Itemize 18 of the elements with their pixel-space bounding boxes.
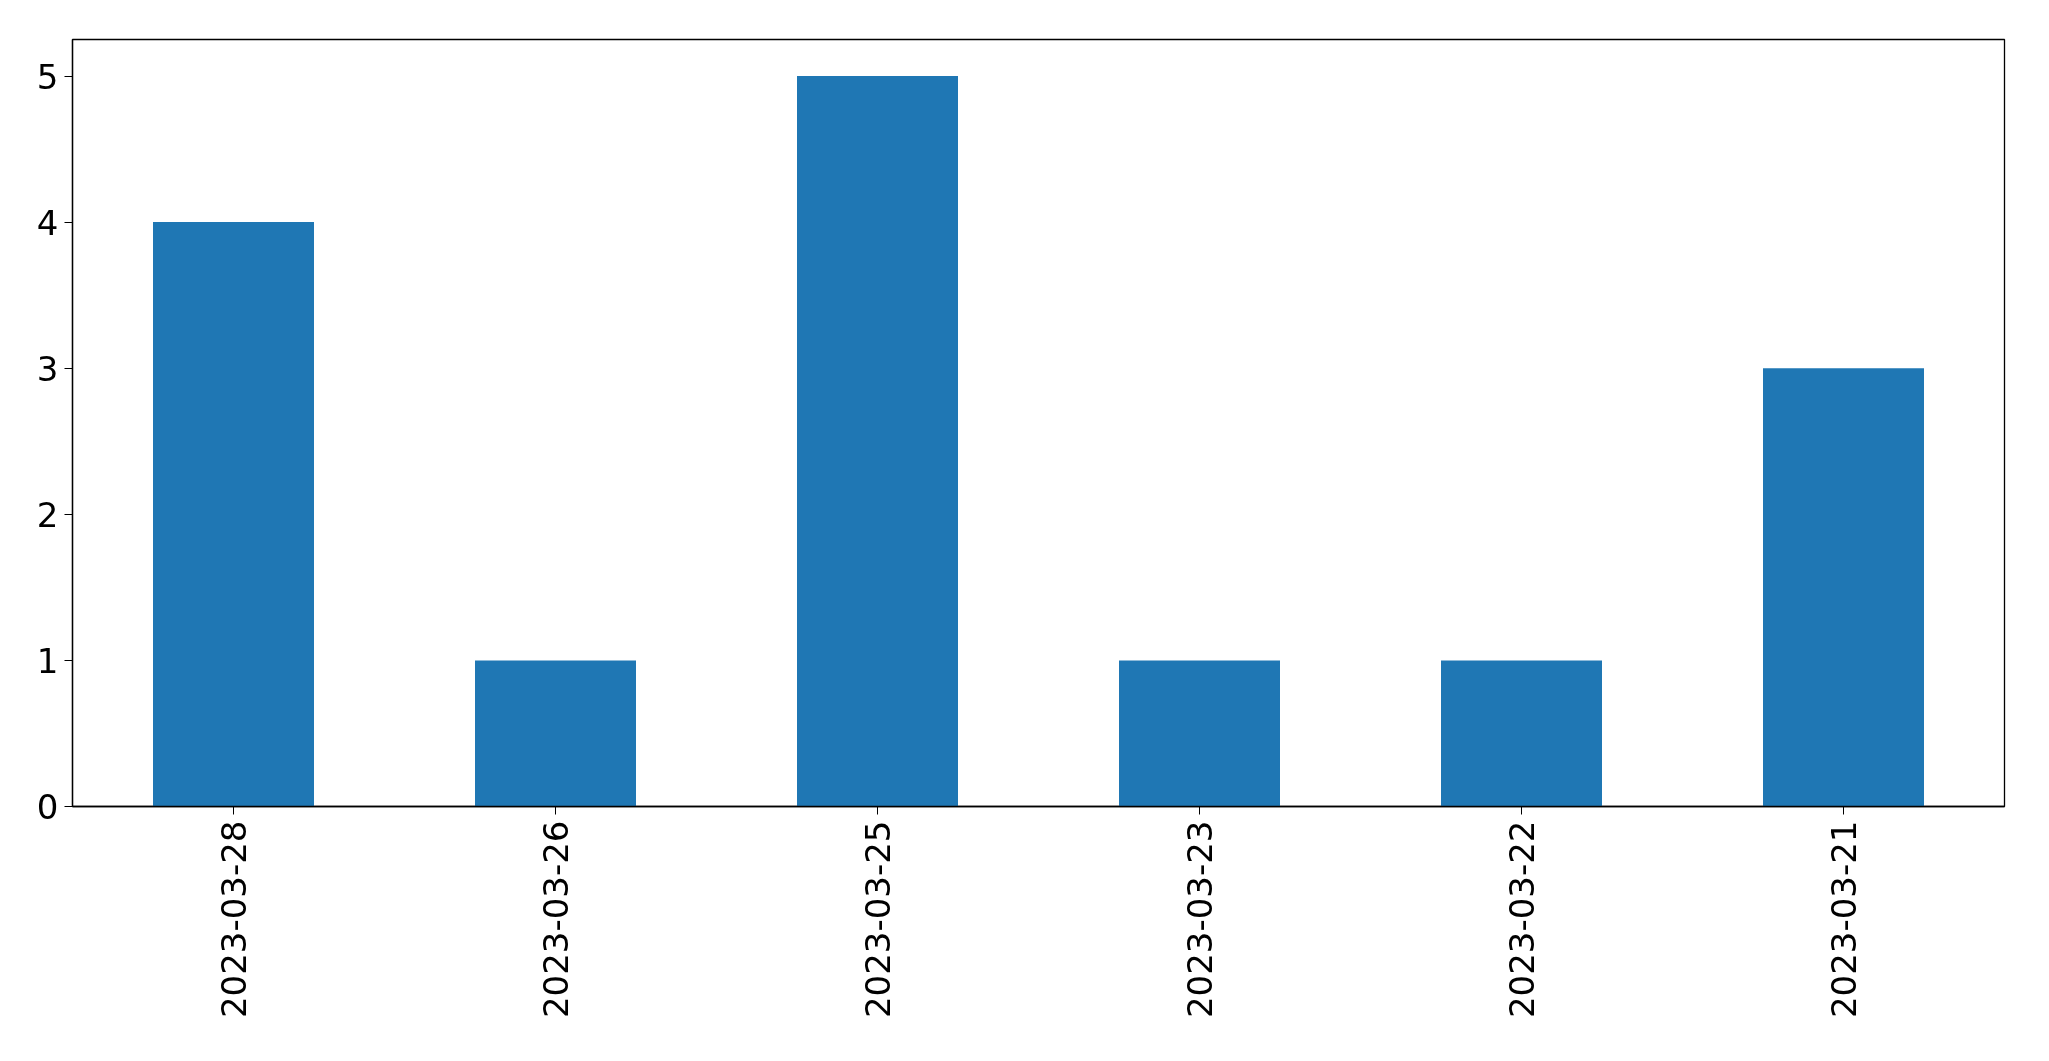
bar	[1763, 368, 1924, 807]
y-tick-label: 3	[36, 348, 59, 389]
y-tick-label: 1	[36, 640, 59, 681]
y-tick-label: 5	[36, 56, 59, 97]
bar	[153, 222, 314, 807]
x-tick-label: 2023-03-26	[536, 820, 576, 1019]
x-tick-label: 2023-03-28	[214, 820, 254, 1019]
x-tick-label: 2023-03-22	[1502, 820, 1542, 1019]
x-tick-label: 2023-03-21	[1824, 820, 1864, 1019]
bar	[797, 76, 958, 807]
bar	[475, 660, 636, 807]
bar	[1119, 660, 1280, 807]
bar	[1441, 660, 1602, 807]
x-tick-label: 2023-03-25	[858, 820, 898, 1019]
x-tick-label: 2023-03-23	[1180, 820, 1220, 1019]
y-tick-label: 0	[36, 787, 59, 827]
y-tick-label: 4	[36, 202, 59, 243]
y-tick-label: 2	[36, 494, 59, 535]
